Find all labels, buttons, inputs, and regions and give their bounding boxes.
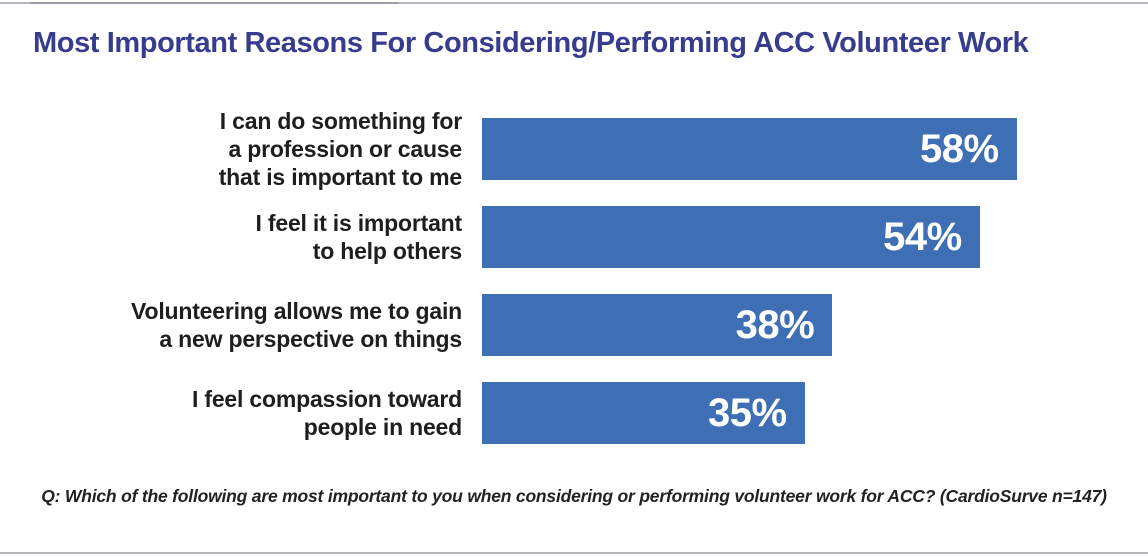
bar-track: 54%	[482, 206, 1058, 268]
bottom-divider-line	[0, 552, 1148, 554]
bar-row: I feel it is important to help others 54…	[0, 206, 1148, 268]
bar-chart: I can do something for a profession or c…	[0, 108, 1148, 470]
bar: 38%	[482, 294, 833, 356]
bar-row: Volunteering allows me to gain a new per…	[0, 294, 1148, 356]
bar: 54%	[482, 206, 980, 268]
chart-footnote: Q: Which of the following are most impor…	[41, 486, 1107, 506]
category-label: I can do something for a profession or c…	[218, 108, 463, 190]
top-divider-line-dark-segment	[30, 2, 398, 4]
bar-value-label: 38%	[735, 302, 815, 347]
bar-value-label: 54%	[883, 214, 962, 259]
bar-track: 35%	[482, 382, 1058, 444]
bar-value-label: 35%	[707, 390, 787, 435]
bar: 35%	[482, 382, 805, 444]
category-label: I feel compassion toward people in need	[192, 386, 462, 440]
category-label: Volunteering allows me to gain a new per…	[131, 298, 462, 352]
bar: 58%	[482, 118, 1017, 180]
chart-title: Most Important Reasons For Considering/P…	[33, 27, 1029, 59]
top-divider-line	[0, 2, 1148, 4]
category-label: I feel it is important to help others	[255, 210, 463, 264]
bar-row: I can do something for a profession or c…	[0, 108, 1148, 190]
bar-value-label: 58%	[919, 126, 999, 171]
bar-track: 58%	[482, 118, 1058, 180]
bar-track: 38%	[482, 294, 1058, 356]
bar-row: I feel compassion toward people in need …	[0, 382, 1148, 444]
